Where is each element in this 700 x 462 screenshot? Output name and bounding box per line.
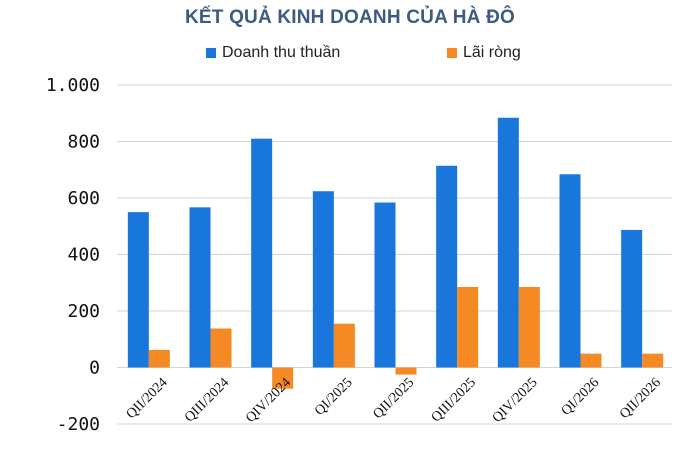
x-tick-label: QI/2026 [559, 375, 603, 419]
bar-revenue [436, 165, 458, 368]
legend-label-revenue: Doanh thu thuần [222, 44, 341, 61]
x-tick-label: QIII/2025 [429, 375, 479, 425]
x-tick-label: QII/2026 [617, 375, 664, 422]
x-tick-label: QII/2024 [124, 375, 171, 422]
legend-label-profit: Lãi ròng [463, 44, 521, 61]
legend-item-profit: Lãi ròng [447, 44, 521, 62]
legend-item-revenue: Doanh thu thuần [206, 44, 340, 62]
bar-profit [395, 367, 417, 375]
bar-revenue [559, 174, 581, 368]
y-tick-label: 1.000 [46, 75, 100, 96]
bar-revenue [312, 191, 334, 368]
x-tick-label: QIII/2024 [182, 375, 232, 425]
legend-swatch-revenue [206, 48, 216, 58]
bar-profit [642, 353, 664, 368]
x-tick-label: QIV/2024 [243, 375, 294, 426]
bar-profit [148, 349, 170, 368]
bar-revenue [621, 229, 643, 368]
y-tick-label: 400 [67, 245, 100, 266]
bar-profit [333, 323, 355, 368]
x-tick-label: QII/2025 [370, 375, 417, 422]
bar-profit [272, 367, 294, 389]
bar-revenue [251, 138, 273, 368]
x-tick-label: QI/2025 [312, 375, 356, 419]
bar-revenue [374, 202, 396, 368]
y-tick-label: 600 [67, 188, 100, 209]
y-tick-label: 800 [67, 132, 100, 153]
bar-revenue [497, 117, 519, 368]
x-tick-label: QIV/2025 [490, 375, 541, 426]
chart-title: KẾT QUẢ KINH DOANH CỦA HÀ ĐÔ [184, 7, 515, 28]
legend-swatch-profit [447, 48, 457, 58]
bar-profit [210, 328, 232, 368]
bar-profit [457, 286, 479, 368]
chart-legend: Doanh thu thuần Lãi ròng [0, 44, 700, 68]
bar-profit [518, 286, 540, 368]
bar-revenue [189, 207, 211, 368]
y-tick-label: -200 [57, 414, 100, 435]
y-tick-label: 200 [67, 301, 100, 322]
bar-revenue [127, 212, 149, 368]
bar-profit [580, 353, 602, 368]
y-tick-label: 0 [89, 358, 100, 379]
